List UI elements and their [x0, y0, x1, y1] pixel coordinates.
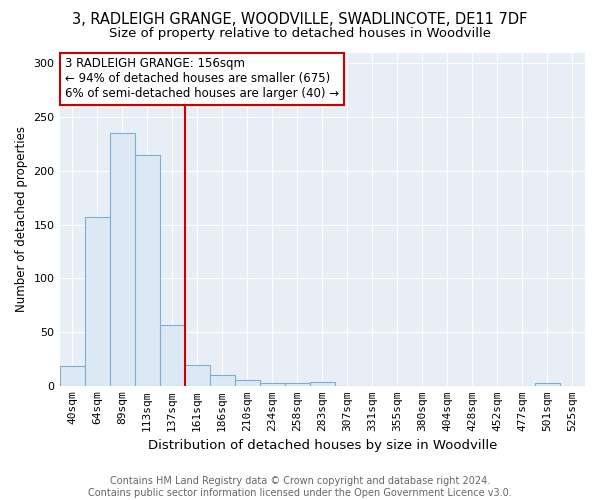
Text: 3 RADLEIGH GRANGE: 156sqm
← 94% of detached houses are smaller (675)
6% of semi-: 3 RADLEIGH GRANGE: 156sqm ← 94% of detac…	[65, 58, 339, 100]
Text: Contains HM Land Registry data © Crown copyright and database right 2024.
Contai: Contains HM Land Registry data © Crown c…	[88, 476, 512, 498]
Bar	[209, 375, 235, 386]
Bar	[285, 382, 310, 386]
Bar	[185, 366, 209, 386]
Bar	[535, 382, 560, 386]
Bar	[310, 382, 335, 386]
Bar	[134, 154, 160, 386]
Bar	[110, 133, 134, 386]
Text: 3, RADLEIGH GRANGE, WOODVILLE, SWADLINCOTE, DE11 7DF: 3, RADLEIGH GRANGE, WOODVILLE, SWADLINCO…	[73, 12, 527, 28]
Bar	[59, 366, 85, 386]
Text: Size of property relative to detached houses in Woodville: Size of property relative to detached ho…	[109, 28, 491, 40]
Bar	[260, 382, 285, 386]
Bar	[85, 217, 110, 386]
X-axis label: Distribution of detached houses by size in Woodville: Distribution of detached houses by size …	[148, 440, 497, 452]
Y-axis label: Number of detached properties: Number of detached properties	[15, 126, 28, 312]
Bar	[160, 324, 185, 386]
Bar	[235, 380, 260, 386]
